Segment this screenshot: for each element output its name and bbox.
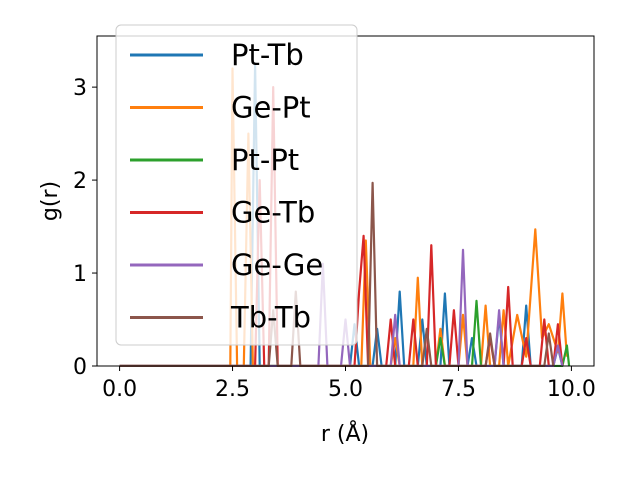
x-tick-label: 7.5 [441, 377, 476, 402]
legend-box [115, 24, 358, 346]
series-line-pt-pt [119, 299, 571, 367]
legend-label-ge-pt: Ge-Pt [231, 91, 311, 125]
legend: Pt-Tb Ge-Pt Pt-Pt Ge-Tb Ge-Ge Tb-Tb [115, 24, 358, 346]
x-tick-label: 5.0 [328, 377, 363, 402]
y-tick-label: 2 [73, 169, 87, 194]
legend-label-ge-tb: Ge-Tb [231, 196, 315, 230]
y-axis-ticks: 0 1 2 3 [73, 76, 97, 380]
y-tick-label: 1 [73, 262, 87, 287]
legend-label-pt-pt: Pt-Pt [231, 143, 299, 177]
x-tick-label: 0.0 [102, 377, 137, 402]
y-tick-label: 3 [73, 76, 87, 101]
legend-label-tb-tb: Tb-Tb [230, 301, 311, 335]
y-axis-label: g(r) [38, 181, 63, 221]
x-tick-label: 2.5 [215, 377, 250, 402]
legend-label-ge-ge: Ge-Ge [231, 248, 323, 282]
y-tick-label: 0 [73, 355, 87, 380]
x-tick-label: 10.0 [547, 377, 596, 402]
legend-label-pt-tb: Pt-Tb [231, 38, 304, 72]
x-axis-ticks: 0.0 2.5 5.0 7.5 10.0 [102, 366, 596, 402]
x-axis-label: r (Å) [321, 420, 369, 447]
